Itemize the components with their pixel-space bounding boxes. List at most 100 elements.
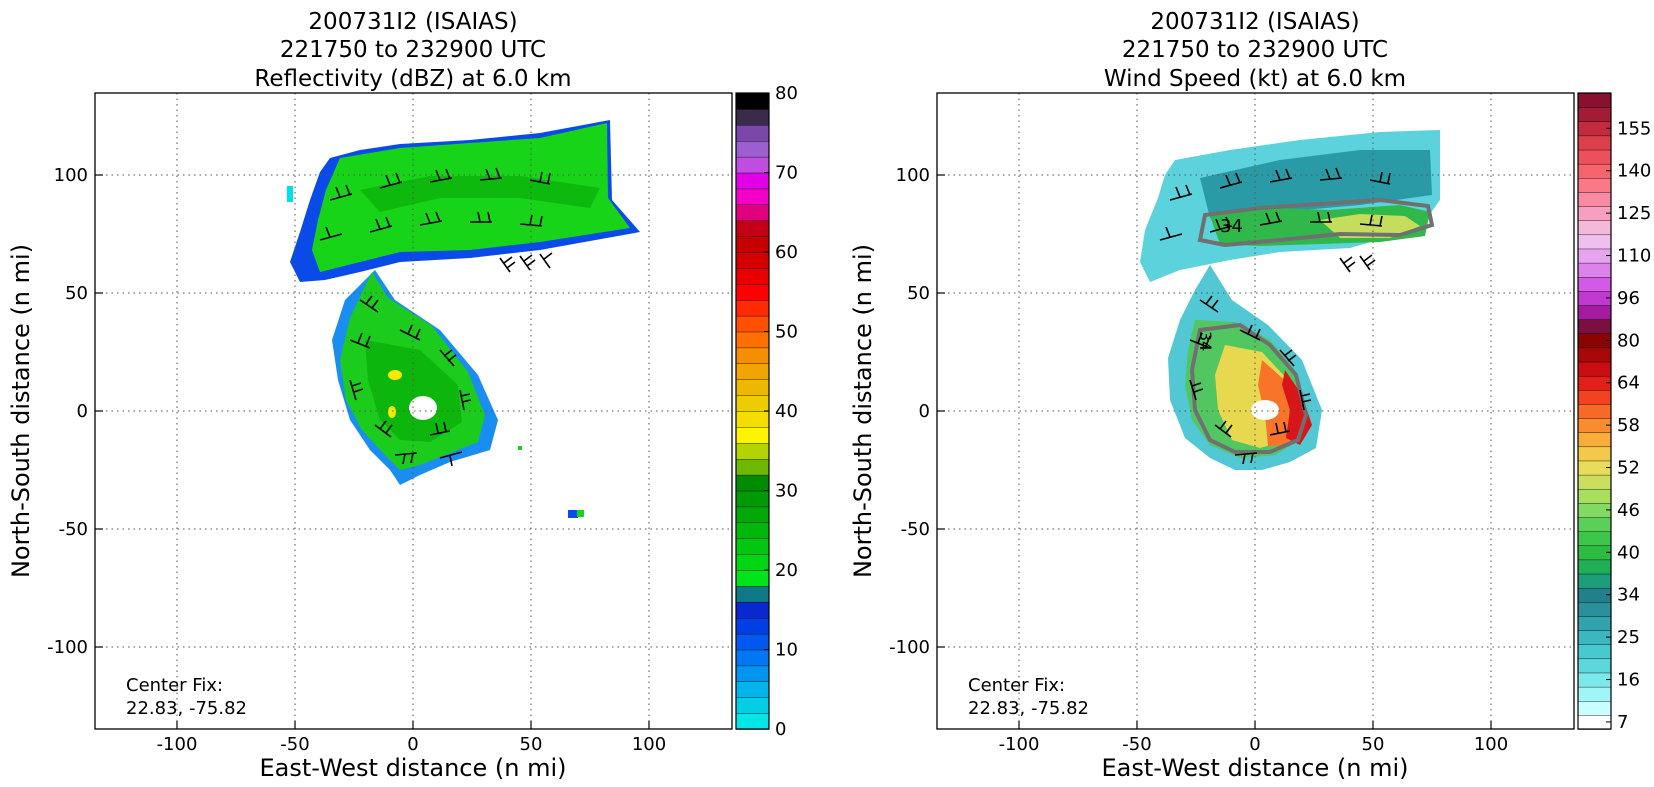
wind-speed-colorbar-swatches [1577,92,1612,730]
colorbar-swatch [1577,615,1612,631]
wind-speed-colorbar-ticks: 7 16 25 34 40 46 52 58 64 80 96 110 125 140 155 [1606,118,1651,733]
colorbar-swatch [735,347,770,364]
reflectivity-speck-1 [568,510,578,518]
reflectivity-panel: 200731I2 (ISAIAS) 221750 to 232900 UTC R… [7,9,798,782]
panel-a-wind-barbs [319,167,553,467]
colorbar-tick-label: 110 [1617,246,1651,267]
panel-b-x-axis-label: East-West distance (n mi) [1101,754,1408,782]
panel-a-grid [95,93,732,729]
wind-speed-34kt-contour-spiral [1189,322,1309,454]
panel-a-y-ticks [95,174,103,648]
colorbar-swatch [1577,700,1612,716]
colorbar-swatch [1577,644,1612,660]
colorbar-tick-label: 30 [775,481,798,502]
panel-b-x-ticks [1018,721,1492,729]
colorbar-tick-label: 40 [775,401,798,422]
panel-b-xtick-label: -50 [1122,734,1151,755]
panel-b-grid [937,93,1574,729]
colorbar-swatch [735,156,770,174]
colorbar-swatch [735,712,770,730]
colorbar-tick-label: 34 [1617,585,1640,606]
colorbar-swatch [735,251,770,269]
colorbar-swatch [1577,432,1612,448]
colorbar-swatch [1577,191,1612,207]
colorbar-tick-label: 155 [1617,118,1651,139]
reflectivity-cell-2 [388,406,396,418]
colorbar-tick-label: 25 [1617,627,1640,648]
panel-b-ytick-label: 0 [919,401,930,422]
colorbar-tick-label: 16 [1617,670,1640,691]
panel-a-title-line-1: 200731I2 (ISAIAS) [308,9,517,35]
colorbar-swatch [735,617,770,635]
colorbar-swatch [735,442,770,460]
panel-b-ytick-label: -100 [889,637,930,658]
wind-speed-colorbar-frame [1577,92,1612,730]
colorbar-tick-label: 60 [775,242,798,263]
colorbar-swatch [1577,530,1612,546]
colorbar-swatch [735,92,770,110]
panel-a-ytick-label: -100 [47,637,88,658]
panel-b-ytick-label: 100 [896,165,930,186]
colorbar-swatch [735,363,770,380]
reflectivity-eye [409,396,437,420]
panel-b-wind-barbs [1159,167,1391,465]
colorbar-swatch [1577,601,1612,617]
colorbar-swatch [1577,573,1612,589]
panel-a-xtick-label: -100 [157,734,198,755]
colorbar-tick-label: 140 [1617,161,1651,182]
panel-b-center-fix-label: Center Fix: [968,675,1065,696]
colorbar-swatch [735,172,770,190]
colorbar-swatch [1577,177,1612,193]
panel-a-y-axis-label: North-South distance (n mi) [7,244,35,578]
colorbar-tick-label: 70 [775,163,798,184]
colorbar-swatch [1577,559,1612,575]
panel-b-ytick-label: -50 [901,519,930,540]
colorbar-tick-label: 10 [775,640,798,661]
panel-a-xtick-label: 0 [407,734,418,755]
colorbar-swatch [1577,262,1612,278]
panel-b-ytick-label: 50 [907,283,930,304]
colorbar-tick-label: 80 [1617,330,1640,351]
colorbar-tick-label: 64 [1617,373,1640,394]
colorbar-swatch [1577,347,1612,363]
colorbar-swatch [735,458,770,476]
colorbar-swatch [735,426,770,444]
colorbar-swatch [1577,106,1612,122]
colorbar-swatch [735,410,770,428]
colorbar-tick-label: 40 [1617,542,1640,563]
panel-a-xtick-label: 100 [632,734,666,755]
colorbar-swatch [735,379,770,396]
colorbar-tick-label: 20 [775,560,798,581]
wind-speed-spiral-red [1282,370,1312,445]
colorbar-swatch [735,124,770,142]
panel-b-y-axis-label: North-South distance (n mi) [849,244,877,578]
colorbar-tick-label: 125 [1617,203,1651,224]
wind-speed-colorbar: 7 16 25 34 40 46 52 58 64 80 96 110 125 140 155 [1577,92,1651,733]
colorbar-swatch [1577,361,1612,377]
colorbar-swatch [1577,658,1612,674]
colorbar-swatch [735,188,770,205]
colorbar-tick-label: 58 [1617,415,1640,436]
colorbar-swatch [735,649,770,667]
colorbar-swatch [1577,446,1612,462]
colorbar-swatch [735,204,770,221]
panel-a-center-fix-label: Center Fix: [126,675,223,696]
reflectivity-speck-3 [518,446,522,450]
colorbar-swatch [735,585,770,603]
panel-a-center-fix-value: 22.83, -75.82 [126,698,247,719]
colorbar-swatch [735,299,770,317]
panel-a-title-line-2: 221750 to 232900 UTC [280,37,546,63]
colorbar-swatch [735,490,770,508]
colorbar-swatch [735,697,770,714]
colorbar-swatch [1577,474,1612,490]
colorbar-swatch [735,569,770,587]
colorbar-tick-label: 0 [775,719,786,740]
wind-speed-panel: 200731I2 (ISAIAS) 221750 to 232900 UTC W… [849,9,1651,782]
colorbar-tick-label: 50 [775,322,798,343]
colorbar-tick-label: 52 [1617,458,1640,479]
colorbar-swatch [1577,318,1612,334]
panel-a-ytick-label: 50 [65,283,88,304]
panel-b-y-ticks [937,174,945,648]
panel-a-xtick-label: 50 [520,734,543,755]
